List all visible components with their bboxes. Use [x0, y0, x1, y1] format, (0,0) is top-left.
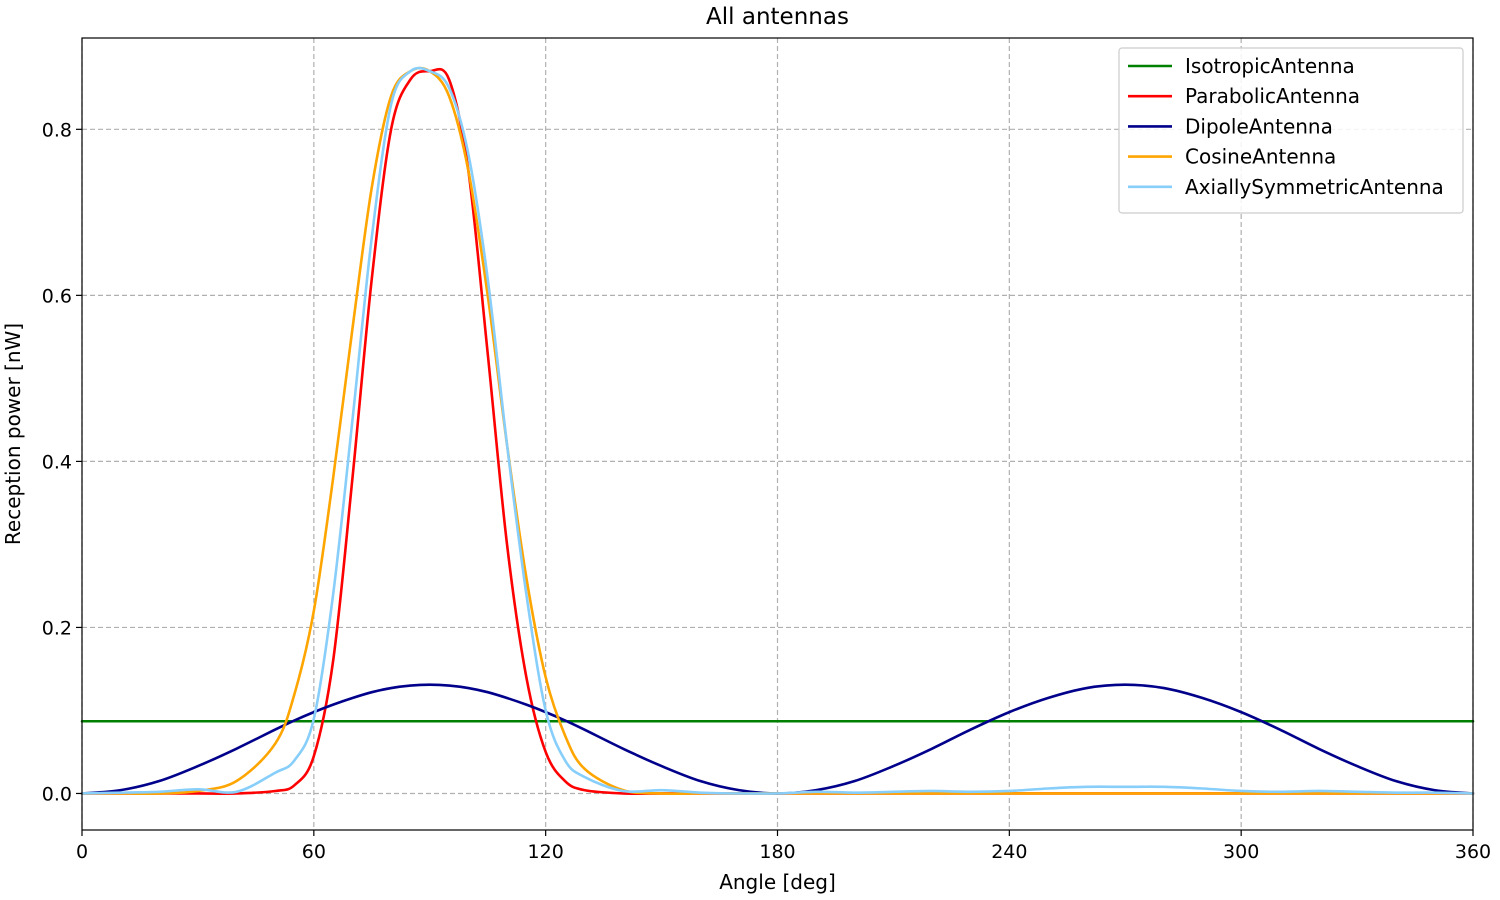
x-tick-label: 240 — [991, 841, 1027, 863]
series-line-cosineantenna — [80, 66, 1475, 796]
y-axis-label: Reception power [nW] — [1, 323, 25, 545]
x-tick-label: 0 — [76, 841, 88, 863]
legend-label: ParabolicAntenna — [1185, 84, 1360, 108]
legend: IsotropicAntenna ParabolicAntenna DipoleAn… — [1118, 47, 1464, 214]
x-axis-label: Angle [deg] — [719, 870, 836, 894]
chart-title: All antennas — [706, 4, 849, 30]
legend-label: AxiallySymmetricAntenna — [1185, 175, 1444, 199]
y-tick-label: 0.4 — [42, 451, 72, 473]
series-line-axiallysymmetricantenna — [80, 66, 1475, 795]
y-tick-label: 0.6 — [42, 285, 72, 307]
y-tick-label: 0.8 — [42, 119, 72, 141]
legend-label: DipoleAntenna — [1185, 114, 1333, 138]
legend-label: IsotropicAntenna — [1185, 54, 1355, 78]
series-layer — [80, 66, 1475, 796]
y-tick-label: 0.2 — [42, 617, 72, 639]
x-tick-label: 180 — [759, 841, 795, 863]
legend-label: CosineAntenna — [1185, 145, 1336, 169]
x-tick-label: 60 — [302, 841, 326, 863]
legend-box — [1118, 47, 1464, 214]
series-line-dipoleantenna — [80, 683, 1475, 795]
x-tick-label: 300 — [1223, 841, 1259, 863]
tick-layer: 0 60 120 180 240 300 360 0.0 0.2 0.4 0.6 0.8 — [42, 119, 1491, 863]
x-tick-label: 120 — [528, 841, 564, 863]
x-tick-label: 360 — [1455, 841, 1491, 863]
y-tick-label: 0.0 — [42, 783, 72, 805]
